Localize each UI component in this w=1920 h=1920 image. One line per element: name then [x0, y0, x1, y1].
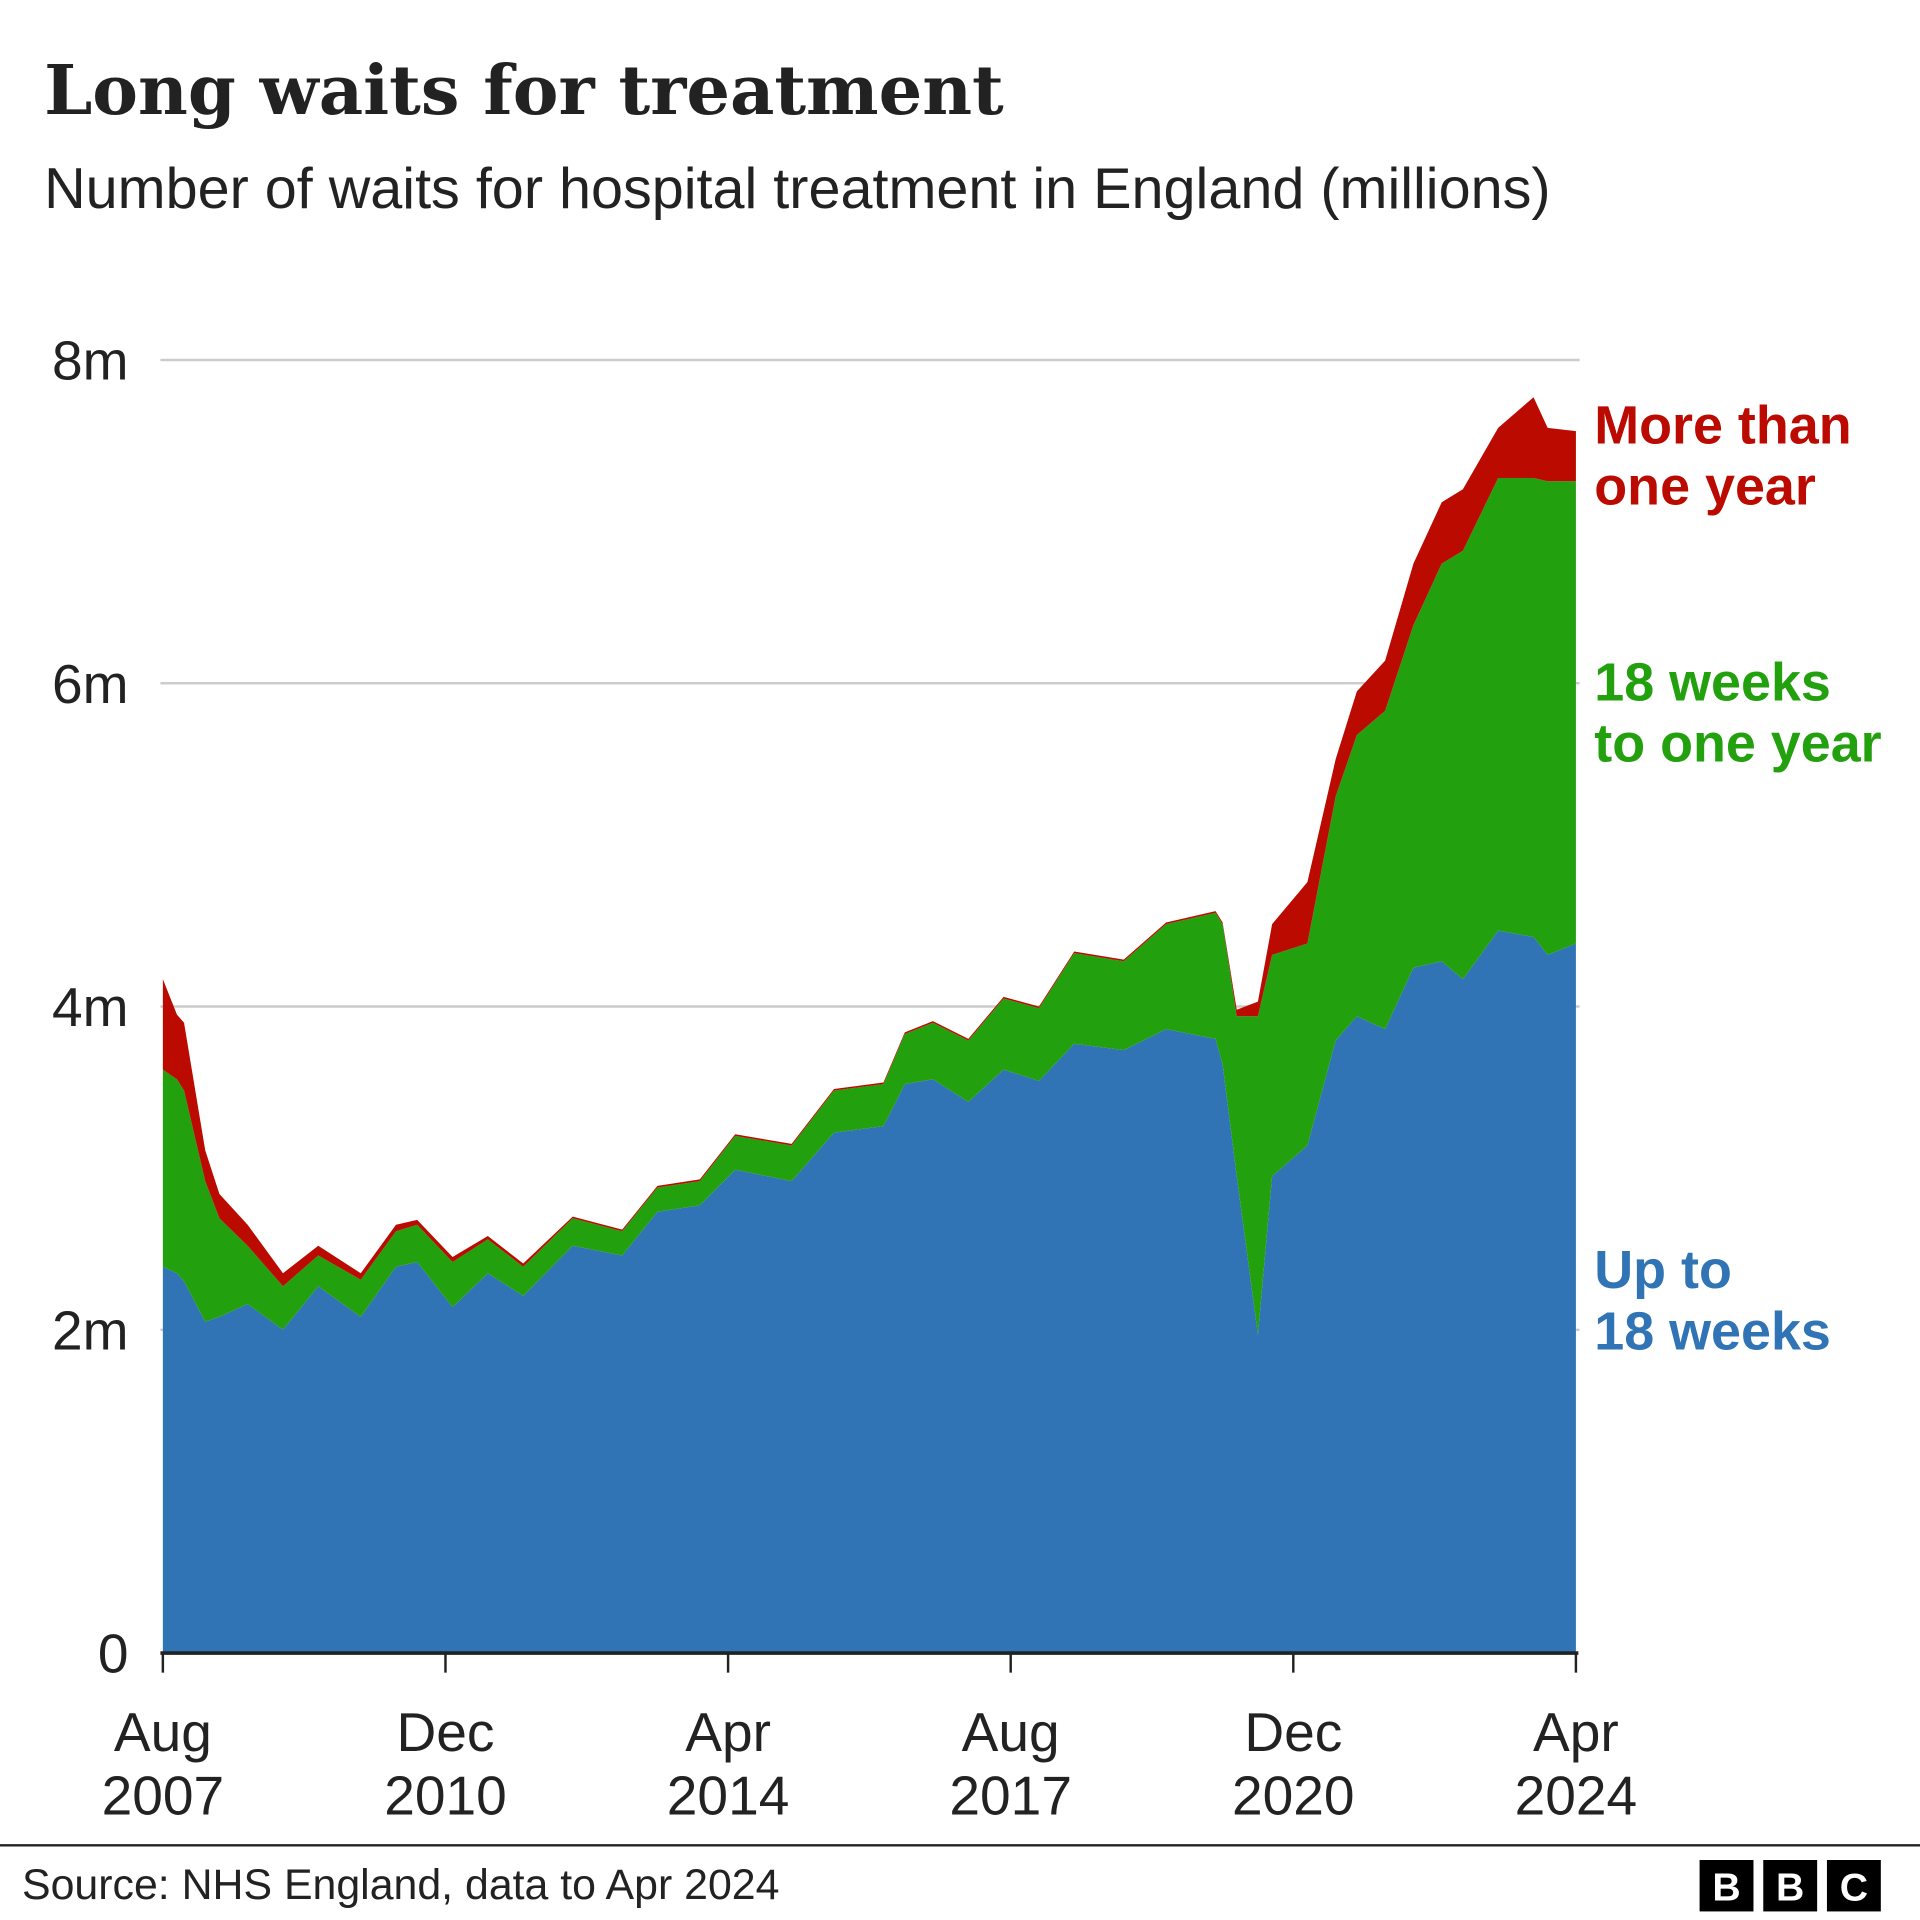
svg-text:B: B	[1776, 1866, 1804, 1909]
y-tick-label: 4m	[52, 976, 129, 1038]
chart-subtitle: Number of waits for hospital treatment i…	[44, 157, 1550, 221]
source-text: Source: NHS England, data to Apr 2024	[22, 1861, 779, 1909]
chart-title: Long waits for treatment	[44, 51, 1004, 131]
y-tick-label: 0	[98, 1623, 129, 1685]
svg-text:B: B	[1712, 1866, 1740, 1909]
x-tick-label: Dec 2010	[384, 1701, 507, 1827]
svg-text:C: C	[1840, 1866, 1868, 1909]
y-tick-label: 8m	[52, 330, 129, 392]
y-tick-label: 2m	[52, 1299, 129, 1361]
series-labels: Up to 18 weeks 18 weeks to one year More tha…	[1594, 395, 1881, 1361]
bbc-logo: B B C	[1699, 1860, 1881, 1912]
area-series-0	[162, 930, 1576, 1654]
x-axis: Aug 2007 Dec 2010 Apr 2014 Aug 2017 Dec 2020 Apr 20…	[102, 1651, 1638, 1827]
x-tick-label: Apr 2014	[667, 1701, 790, 1827]
y-axis: 0 2m 4m 6m 8m	[52, 330, 129, 1685]
x-tick-label: Aug 2007	[102, 1701, 225, 1827]
x-tick-label: Dec 2020	[1232, 1701, 1355, 1827]
x-tick-label: Apr 2024	[1515, 1701, 1638, 1827]
y-tick-label: 6m	[52, 653, 129, 715]
series-label-1: 18 weeks to one year	[1594, 652, 1881, 773]
series-label-0: Up to 18 weeks	[1594, 1240, 1831, 1361]
x-tick-label: Aug 2017	[949, 1701, 1072, 1827]
stacked-areas	[162, 397, 1576, 1654]
series-label-2: More than one year	[1594, 395, 1851, 516]
